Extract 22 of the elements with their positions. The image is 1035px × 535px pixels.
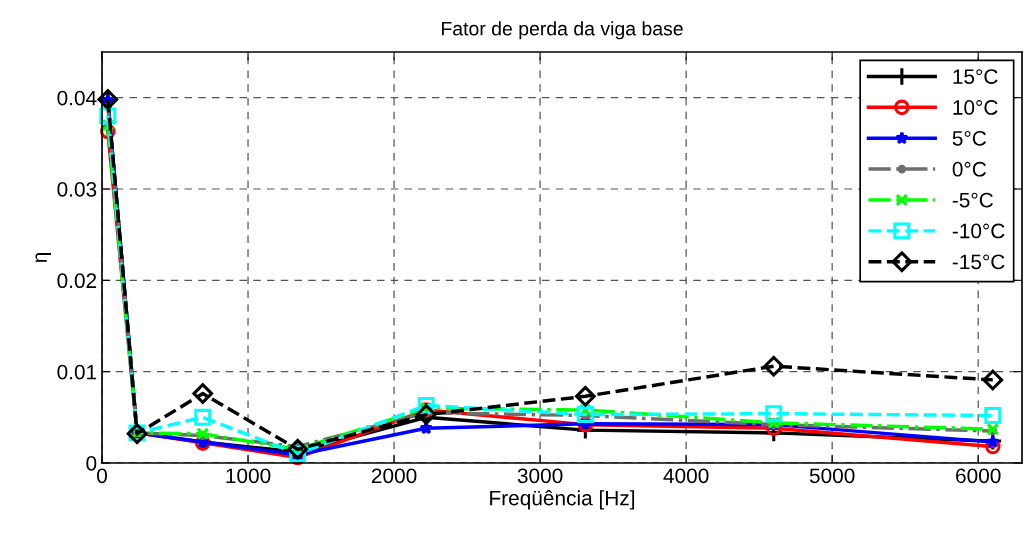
y-tick-label: 0.01 (57, 364, 97, 380)
legend-label: -10°C (952, 223, 1005, 239)
legend-label: 15°C (953, 69, 998, 84)
chart-title: Fator de perda da viga base (442, 21, 683, 40)
x-axis-title: Freqüência [Hz] (490, 490, 635, 510)
legend-label: 0°C (952, 161, 987, 177)
y-tick-label: 0.02 (57, 273, 97, 289)
legend-label: 5°C (952, 130, 987, 146)
legend-label: -5°C (952, 192, 993, 208)
y-axis-title: η (35, 253, 52, 263)
x-tick-label: 0 (97, 468, 107, 484)
legend-label: 10°C (953, 100, 998, 115)
x-tick-label: 5000 (809, 468, 855, 484)
y-tick-label: 0.04 (57, 90, 97, 106)
y-tick-label: 0.03 (57, 182, 97, 197)
x-tick-label: 3000 (517, 468, 563, 484)
y-tick-label: 0 (86, 456, 97, 471)
x-tick-label: 2000 (371, 468, 417, 484)
x-tick-label: 6000 (956, 468, 1001, 484)
x-tick-label: 1000 (226, 468, 271, 484)
x-tick-label: 4000 (663, 468, 709, 484)
legend-label: -15°C (952, 254, 1005, 270)
